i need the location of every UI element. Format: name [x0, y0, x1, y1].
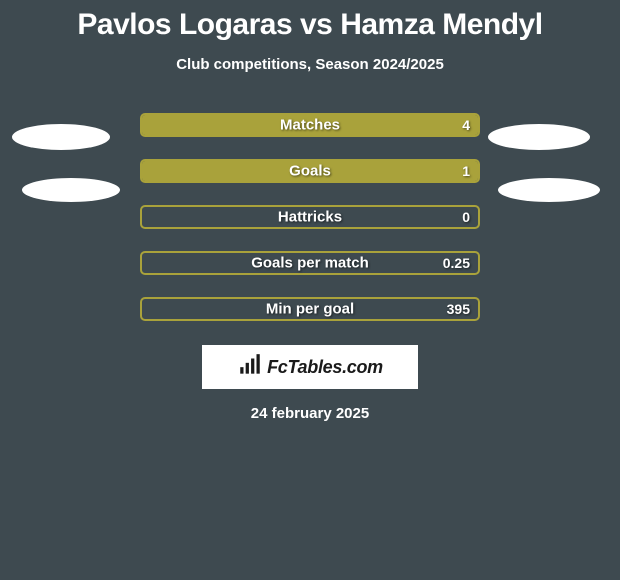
subtitle: Club competitions, Season 2024/2025: [176, 56, 444, 73]
chart-bars-icon: [237, 352, 263, 383]
stat-row: Matches4: [140, 113, 480, 137]
stat-row: Goals per match0.25: [140, 251, 480, 275]
stat-bar: [140, 251, 480, 275]
infographic-container: Pavlos Logaras vs Hamza Mendyl Club comp…: [0, 0, 620, 422]
stat-row: Min per goal395: [140, 297, 480, 321]
decorative-ellipse: [498, 178, 600, 202]
stat-bar: [140, 297, 480, 321]
source-badge: FcTables.com: [202, 345, 418, 389]
stat-bar-fill: [142, 115, 478, 135]
stat-bar: [140, 113, 480, 137]
stat-bar: [140, 159, 480, 183]
stat-row: Hattricks0: [140, 205, 480, 229]
decorative-ellipse: [12, 124, 110, 150]
page-title: Pavlos Logaras vs Hamza Mendyl: [77, 8, 542, 42]
decorative-ellipse: [22, 178, 120, 202]
stat-row: Goals1: [140, 159, 480, 183]
source-badge-text: FcTables.com: [267, 357, 383, 378]
stat-bar-fill: [142, 161, 478, 181]
date-text: 24 february 2025: [251, 405, 369, 422]
decorative-ellipse: [488, 124, 590, 150]
stat-bar: [140, 205, 480, 229]
